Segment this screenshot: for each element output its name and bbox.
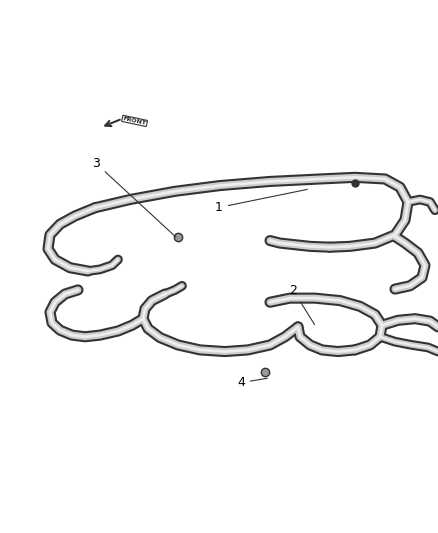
- Text: 1: 1: [215, 189, 307, 214]
- Text: FRONT: FRONT: [122, 116, 147, 126]
- Text: 2: 2: [290, 284, 314, 325]
- Text: 4: 4: [237, 376, 267, 389]
- Text: 3: 3: [92, 157, 176, 237]
